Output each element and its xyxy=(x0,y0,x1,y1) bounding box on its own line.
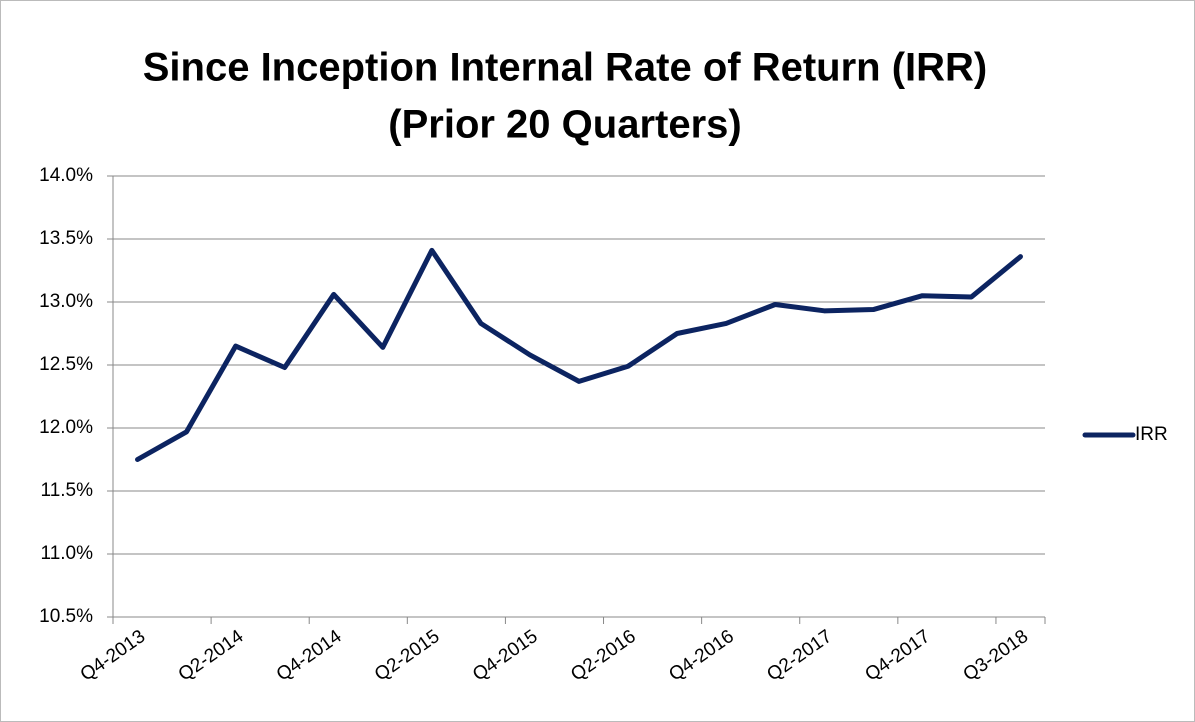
chart-title: Since Inception Internal Rate of Return … xyxy=(143,46,988,90)
y-tick-label: 12.5% xyxy=(39,354,93,375)
y-tick-label: 11.5% xyxy=(41,480,94,501)
chart-subtitle: (Prior 20 Quarters) xyxy=(388,103,741,147)
y-tick-label: 12.0% xyxy=(39,417,93,438)
legend-label: IRR xyxy=(1135,424,1168,445)
y-tick-label: 14.0% xyxy=(39,165,93,186)
y-tick-label: 13.5% xyxy=(39,228,93,249)
y-tick-label: 11.0% xyxy=(41,543,94,564)
y-tick-label: 10.5% xyxy=(39,606,93,627)
series-line xyxy=(135,247,1023,462)
y-tick-label: 13.0% xyxy=(39,291,93,312)
